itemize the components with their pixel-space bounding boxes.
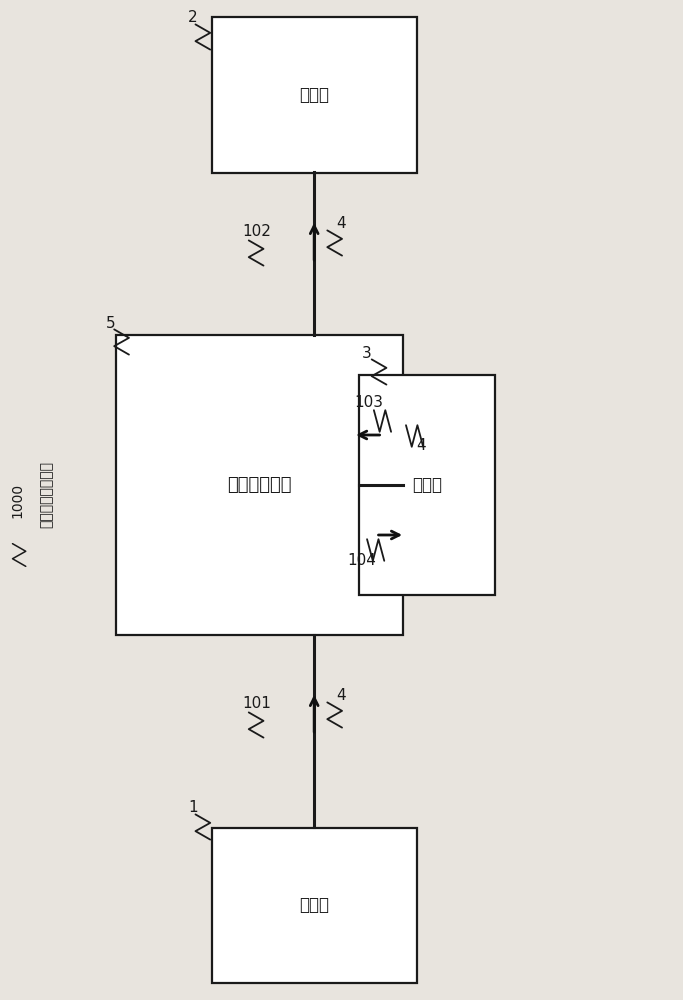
Bar xyxy=(212,17,417,172)
Bar xyxy=(116,335,403,635)
Text: 终端站: 终端站 xyxy=(299,86,329,104)
Text: 海底分支设备: 海底分支设备 xyxy=(227,476,292,494)
Text: 光学海底缆线系统: 光学海底缆线系统 xyxy=(40,462,53,528)
Text: 103: 103 xyxy=(354,395,383,410)
Text: 终端站: 终端站 xyxy=(412,476,442,494)
Text: 104: 104 xyxy=(348,553,376,568)
Text: 4: 4 xyxy=(336,216,346,231)
Text: 4: 4 xyxy=(417,438,426,453)
Text: 终端站: 终端站 xyxy=(299,896,329,914)
Text: 101: 101 xyxy=(242,696,271,711)
Text: 4: 4 xyxy=(336,688,346,703)
Text: 2: 2 xyxy=(188,10,197,25)
Text: 3: 3 xyxy=(362,346,372,361)
Text: 1000: 1000 xyxy=(10,482,24,518)
Bar xyxy=(212,828,417,982)
Bar xyxy=(359,375,495,595)
Text: 102: 102 xyxy=(242,224,271,239)
Text: 5: 5 xyxy=(106,316,115,331)
Text: 1: 1 xyxy=(188,800,197,815)
